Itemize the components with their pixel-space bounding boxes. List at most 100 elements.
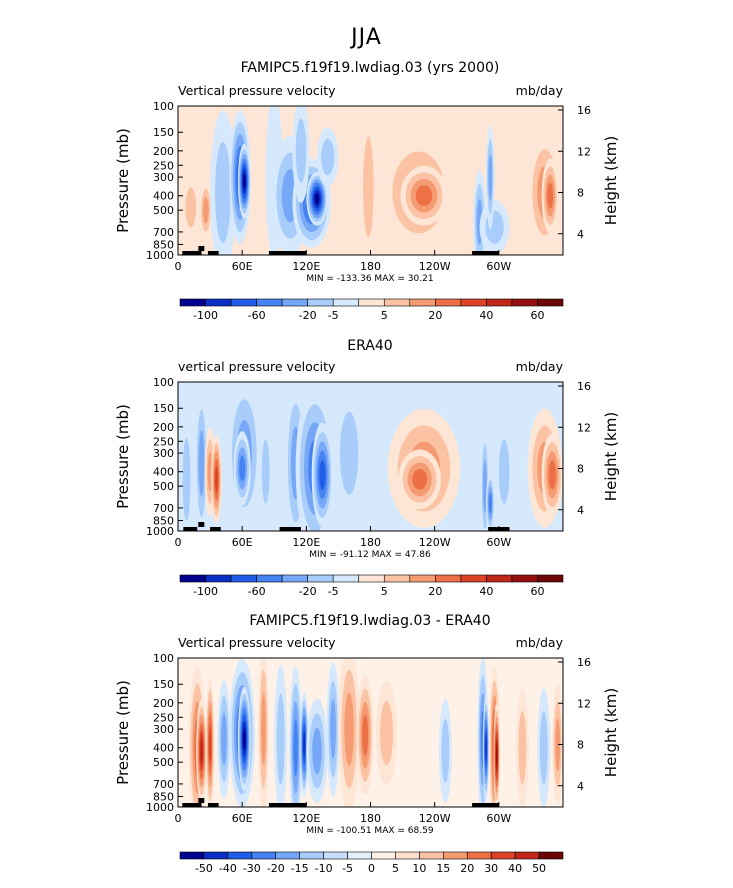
y-tick-label: 200 <box>153 145 174 158</box>
contour-field <box>178 382 563 531</box>
topography-bar <box>182 803 202 807</box>
y-tick-label: 850 <box>153 514 174 527</box>
y-tick-label: 850 <box>153 790 174 803</box>
colorbar-swatch <box>332 574 360 583</box>
y-tick-label: 150 <box>153 678 174 691</box>
colorbar-label: -5 <box>342 862 353 875</box>
colorbar-swatch <box>230 574 257 583</box>
colorbar-swatch <box>358 574 385 583</box>
contour-region <box>215 141 231 243</box>
colorbar-label: 20 <box>428 585 442 598</box>
contour-region <box>330 699 336 759</box>
colorbar-label: -20 <box>299 309 317 322</box>
contour-region <box>303 731 306 758</box>
colorbar-swatch <box>347 851 372 860</box>
chart-panel-3: FAMIPC5.f19f19.lwdiag.03 - ERA40 Vertical… <box>114 613 620 875</box>
topography-bar <box>183 527 198 531</box>
contour-field <box>178 658 563 807</box>
colorbar-swatch <box>511 574 538 583</box>
contour-region <box>518 711 527 785</box>
contour-region <box>339 411 359 495</box>
colorbar-label: -100 <box>193 585 218 598</box>
colorbar-label: 15 <box>436 862 450 875</box>
topography-bar <box>207 803 219 807</box>
contour-region <box>539 711 548 785</box>
colorbar-label: 5 <box>381 309 388 322</box>
colorbar-swatch <box>466 851 492 860</box>
y-tick-label: 200 <box>153 421 174 434</box>
colorbar-label: 30 <box>484 862 498 875</box>
y-right-tick-label: 8 <box>577 187 584 200</box>
contour-region <box>415 185 433 207</box>
contour-region <box>185 187 197 228</box>
units-label: mb/day <box>516 83 564 98</box>
colorbar-swatch <box>486 574 513 583</box>
colorbar: -100 -60 -20 -5 5 20 40 60 <box>179 298 564 322</box>
contour-region <box>200 738 203 764</box>
y-tick-label: 500 <box>153 480 174 493</box>
colorbar-swatch <box>307 574 334 583</box>
min-max-text: MIN = -133.36 MAX = 30.21 <box>306 274 433 284</box>
y-right-tick-label: 4 <box>577 228 584 241</box>
contour-region <box>319 459 326 490</box>
y-tick-label: 700 <box>153 778 174 791</box>
contour-region <box>208 725 212 764</box>
contour-region <box>488 492 492 514</box>
colorbar-label: 5 <box>392 862 399 875</box>
colorbar-swatch <box>538 851 564 860</box>
y-right-axis-title: Height (km) <box>602 412 620 501</box>
y-tick-label: 500 <box>153 204 174 217</box>
topography-bar <box>182 251 202 255</box>
colorbar-swatch <box>383 298 411 307</box>
y-right-tick-label: 16 <box>577 380 591 393</box>
y-right-tick-label: 16 <box>577 104 591 117</box>
contour-region <box>198 429 205 497</box>
x-tick-label: 120W <box>419 812 451 825</box>
x-tick-label: 120E <box>292 812 320 825</box>
y-right-tick-label: 4 <box>577 780 584 793</box>
colorbar-label: -100 <box>193 309 218 322</box>
colorbar-swatch <box>383 574 411 583</box>
contour-region <box>485 735 487 761</box>
colorbar-swatch <box>435 574 462 583</box>
y-tick-label: 250 <box>153 159 174 172</box>
colorbar-swatch <box>205 298 232 307</box>
x-tick-label: 0 <box>175 536 182 549</box>
y-right-tick-label: 16 <box>577 656 591 669</box>
colorbar-label: 0 <box>368 862 375 875</box>
y-tick-label: 1000 <box>146 525 174 538</box>
x-tick-label: 120W <box>419 260 451 273</box>
contour-region <box>261 692 266 766</box>
colorbar-label: 40 <box>508 862 522 875</box>
topography-bar <box>198 522 205 527</box>
colorbar-swatch <box>443 851 468 860</box>
contour-region <box>312 727 322 775</box>
y-axis-title: Pressure (mb) <box>114 404 132 509</box>
y-tick-label: 500 <box>153 756 174 769</box>
y-right-tick-label: 8 <box>577 463 584 476</box>
y-tick-label: 100 <box>153 376 174 389</box>
x-tick-label: 0 <box>175 260 182 273</box>
contour-region <box>221 712 227 766</box>
colorbar-label: -5 <box>328 585 339 598</box>
colorbar-label: -60 <box>248 309 266 322</box>
x-tick-label: 60E <box>232 536 253 549</box>
min-max-text: MIN = -91.12 MAX = 47.86 <box>309 550 431 560</box>
topography-bar <box>198 798 205 803</box>
colorbar-label: -20 <box>299 585 317 598</box>
topography-bar <box>268 803 307 807</box>
y-tick-label: 300 <box>153 447 174 460</box>
topography-bar <box>472 251 499 255</box>
contour-field <box>178 106 563 255</box>
colorbar-label: -20 <box>267 862 285 875</box>
colorbar-swatch <box>358 298 385 307</box>
contour-region <box>547 182 554 209</box>
colorbar-swatch <box>409 574 436 583</box>
contour-region <box>483 459 487 513</box>
colorbar-swatch <box>460 574 487 583</box>
y-right-tick-label: 4 <box>577 504 584 517</box>
contour-region <box>293 719 298 777</box>
chart-panel-2: ERA40 vertical pressure velocity mb/day 100… <box>114 338 620 598</box>
colorbar-swatch <box>514 851 540 860</box>
y-tick-label: 300 <box>153 171 174 184</box>
